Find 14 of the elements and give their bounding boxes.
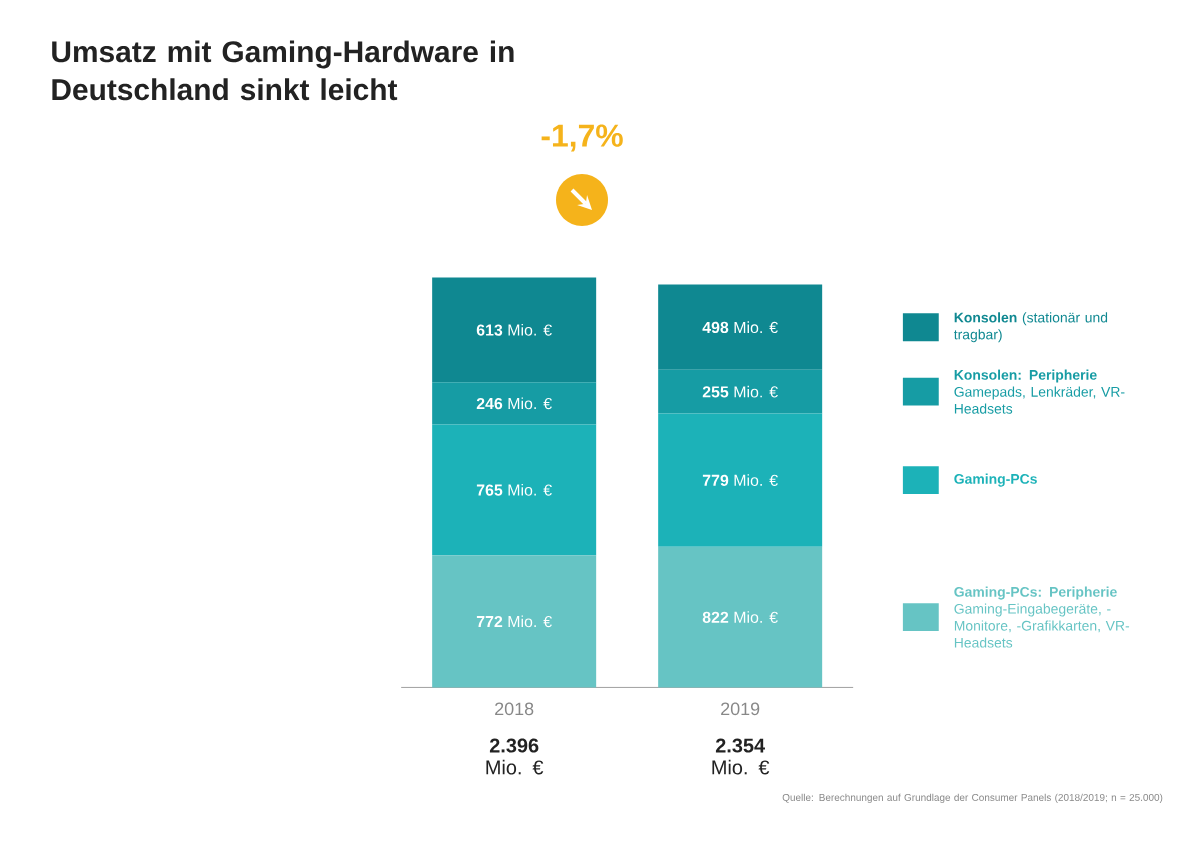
total-label: 2.354 Mio. €: [712, 738, 770, 775]
bar: [432, 277, 597, 383]
bar: [432, 424, 597, 556]
total-label: 2.396 Mio. €: [486, 738, 544, 775]
x-tick-label: 2019: [721, 702, 760, 716]
text: -1,7%: [541, 124, 623, 152]
chart-title: Umsatz mit Gaming-Hardware in Deutschland sinkt leicht: [52, 40, 514, 101]
bar: [658, 413, 823, 547]
bar: [658, 284, 823, 370]
bar: [658, 546, 823, 688]
bar: [432, 382, 597, 425]
bar: [658, 369, 823, 414]
bar: [432, 555, 597, 688]
x-tick-label: 2018: [495, 702, 534, 716]
